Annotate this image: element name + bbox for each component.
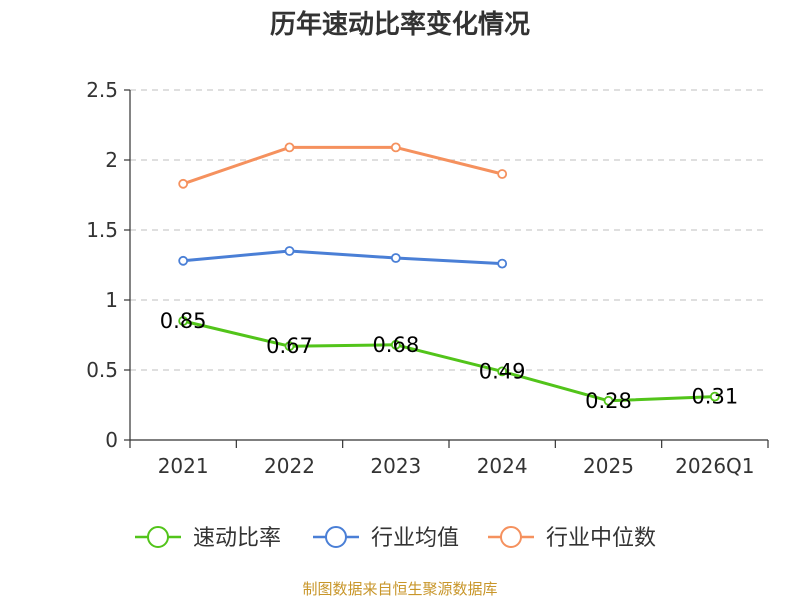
x-tick-label: 2026Q1	[675, 454, 754, 478]
series-line-1	[181, 249, 504, 266]
data-point	[709, 391, 720, 402]
data-point	[390, 339, 401, 350]
data-point	[497, 258, 508, 269]
legend-marker	[147, 526, 169, 548]
y-tick-label: 1	[105, 288, 118, 312]
data-point	[497, 366, 508, 377]
legend-marker	[500, 526, 522, 548]
data-point	[284, 142, 295, 153]
x-tick-label: 2021	[158, 454, 209, 478]
data-label: 0.49	[479, 359, 526, 383]
series-lines	[178, 142, 720, 406]
gridlines	[130, 89, 768, 371]
legend-label: 行业中位数	[546, 526, 656, 551]
data-label: 0.28	[585, 389, 632, 413]
chart-title: 历年速动比率变化情况	[270, 9, 530, 40]
data-point	[284, 246, 295, 256]
axes: 0 0.5 1 1.5 2 2.5 2021 2022 2023 2024 2025 2026Q1	[86, 78, 769, 478]
x-tick-label: 2025	[583, 454, 634, 478]
legend-marker	[325, 526, 347, 548]
data-point	[284, 341, 295, 352]
y-tick-label: 0.5	[86, 358, 118, 382]
y-tick-label: 2.5	[86, 78, 118, 102]
data-label: 0.68	[372, 333, 419, 357]
series-line-0	[181, 319, 717, 403]
x-tick-label: 2022	[264, 454, 315, 478]
series-line-2	[181, 145, 504, 186]
data-point	[178, 255, 189, 266]
legend-label: 行业均值	[371, 526, 459, 551]
legend: 速动比率 行业均值 行业中位数	[135, 526, 656, 551]
data-point	[390, 253, 401, 263]
x-tick-label: 2024	[477, 454, 528, 478]
y-tick-label: 2	[105, 148, 118, 172]
y-tick-label: 0	[105, 428, 118, 452]
y-tick-label: 1.5	[86, 218, 118, 242]
data-point	[603, 395, 614, 406]
source-note: 制图数据来自恒生聚源数据库	[302, 580, 497, 598]
data-label: 0.67	[266, 334, 313, 358]
data-point	[178, 316, 189, 326]
data-point	[497, 169, 508, 179]
data-labels: 0.85 0.67 0.68 0.49 0.28 0.31	[160, 309, 738, 413]
data-label: 0.31	[691, 385, 738, 409]
legend-label: 速动比率	[193, 526, 281, 551]
data-label: 0.85	[160, 309, 207, 333]
data-point	[178, 178, 189, 189]
data-point	[390, 142, 401, 153]
x-tick-label: 2023	[370, 454, 421, 478]
